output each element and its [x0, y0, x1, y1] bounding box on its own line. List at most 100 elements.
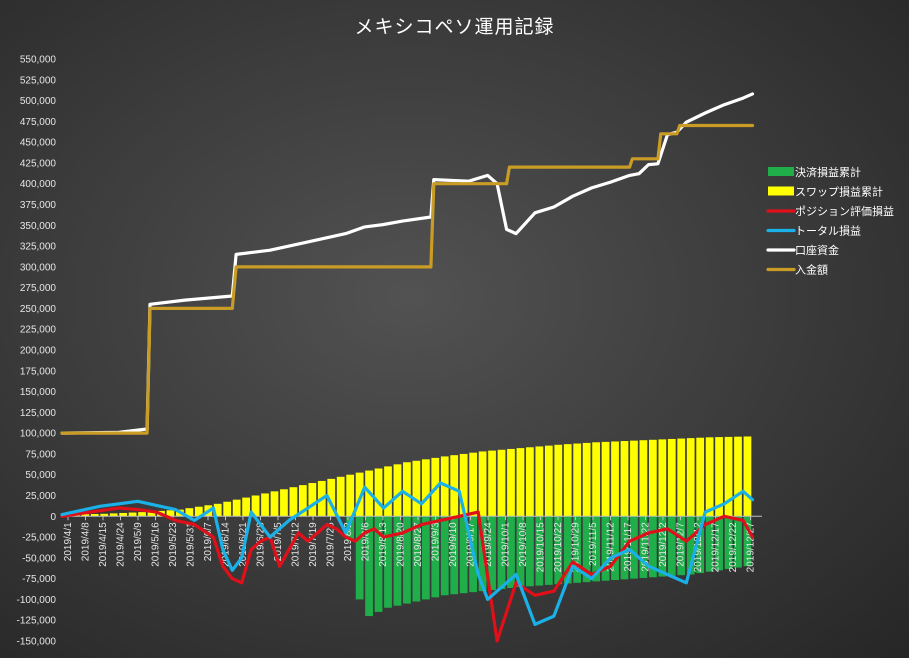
bar-mark: [544, 516, 553, 585]
x-tick-label: 2019/8/20: [396, 522, 407, 567]
bar-mark: [298, 485, 307, 517]
bar-mark: [724, 436, 733, 517]
bar-mark: [507, 448, 515, 517]
x-tick-label: 2019/12/27: [746, 522, 757, 572]
bar-mark: [582, 442, 591, 517]
x-tick-label: 2019/7/5: [273, 522, 284, 561]
bar-mark: [582, 516, 591, 583]
series-line: [60, 481, 755, 627]
bar-mark: [450, 516, 459, 595]
y-tick-label: 550,000: [20, 55, 57, 66]
y-tick-label: 300,000: [20, 262, 57, 273]
x-tick-label: 2019/10/22: [553, 522, 564, 572]
bar-mark: [478, 516, 487, 592]
x-tick-label: 2019/9/10: [448, 522, 459, 567]
legend-swatch: [768, 186, 794, 196]
bar-mark: [734, 436, 742, 517]
bar-mark: [109, 513, 118, 517]
bar-mark: [346, 516, 355, 542]
bar-mark: [601, 441, 610, 517]
series-line: [60, 92, 755, 435]
bar-mark: [554, 516, 563, 585]
bar-mark: [327, 478, 336, 517]
bar-mark: [611, 516, 619, 581]
bar-mark: [185, 508, 194, 517]
bar-mark: [630, 516, 638, 579]
legend-label: 決済損益累計: [795, 165, 861, 179]
bar-mark: [469, 452, 478, 517]
bar-mark: [355, 472, 364, 517]
x-tick-label: 2019/7/19: [308, 522, 319, 567]
x-tick-label: 2019/12/22: [728, 522, 739, 572]
bar-mark: [535, 516, 544, 586]
bar-mark: [592, 442, 600, 517]
bar-mark: [743, 436, 752, 517]
x-tick-label: 2019/9/3: [431, 522, 442, 561]
x-tick-label: 2019/7/12: [291, 522, 302, 567]
x-tick-label: 2019/11/5: [588, 522, 599, 566]
y-tick-label: 400,000: [20, 179, 57, 190]
bar-mark: [119, 512, 128, 517]
y-tick-label: 350,000: [20, 221, 57, 232]
bar-mark: [563, 516, 572, 584]
bar-mark: [526, 516, 534, 587]
x-tick-label: 2019/9/24: [483, 522, 494, 567]
y-tick-label: 275,000: [20, 283, 57, 294]
legend-label: トータル損益: [795, 224, 861, 238]
x-tick-label: 2019/11/22: [641, 522, 652, 572]
y-tick-label: 50,000: [25, 470, 56, 481]
legend-label: 口座資金: [795, 243, 839, 257]
bar-mark: [289, 487, 298, 517]
y-tick-label: -150,000: [17, 637, 57, 648]
bar-mark: [488, 450, 496, 517]
x-tick-label: 2019/5/23: [168, 522, 179, 567]
bar-mark: [497, 449, 506, 517]
bar-mark: [488, 516, 496, 591]
bar-mark: [715, 437, 723, 517]
y-tick-label: 375,000: [20, 200, 57, 211]
bar-mark: [658, 516, 667, 577]
x-tick-label: 2019/12/2: [658, 522, 669, 567]
bar-mark: [648, 516, 657, 578]
bar-mark: [232, 499, 241, 517]
y-tick-label: 250,000: [20, 304, 57, 315]
bar-mark: [223, 501, 232, 517]
y-tick-label: 225,000: [20, 325, 57, 336]
bar-mark: [308, 483, 317, 517]
bar-mark: [166, 510, 175, 517]
legend-label: 入金額: [795, 263, 828, 277]
y-tick-label: 150,000: [20, 387, 57, 398]
x-tick-label: 2019/6/7: [203, 522, 214, 561]
bar-mark: [677, 438, 686, 517]
bar-mark: [516, 516, 525, 587]
bar-mark: [705, 437, 714, 517]
x-tick-label: 2019/10/29: [571, 522, 582, 572]
bar-mark: [667, 516, 676, 576]
x-tick-label: 2019/8/6: [361, 522, 372, 561]
x-tick-label: 2019/4/15: [98, 522, 109, 567]
bar-mark: [592, 516, 600, 582]
bar-mark: [620, 441, 629, 517]
bar-mark: [384, 466, 392, 517]
bar-mark: [705, 516, 714, 572]
bar-mark: [696, 516, 705, 574]
bar-mark: [573, 516, 582, 583]
bar-mark: [440, 516, 449, 596]
bar-mark: [412, 460, 421, 517]
y-tick-label: 0: [50, 512, 56, 523]
bar-mark: [724, 516, 733, 569]
bar-mark: [497, 516, 506, 590]
bar-mark: [743, 516, 752, 567]
bar-mark: [686, 516, 695, 575]
bar-mark: [194, 506, 203, 517]
x-tick-label: 2019/11/17: [623, 522, 634, 572]
bar-mark: [261, 493, 269, 517]
x-tick-label: 2019/8/13: [378, 522, 389, 567]
y-tick-label: 450,000: [20, 138, 57, 149]
x-tick-label: 2019/4/24: [116, 522, 127, 567]
bar-mark: [667, 438, 676, 517]
x-tick-label: 2019/6/14: [221, 522, 232, 567]
bar-mark: [213, 503, 222, 517]
